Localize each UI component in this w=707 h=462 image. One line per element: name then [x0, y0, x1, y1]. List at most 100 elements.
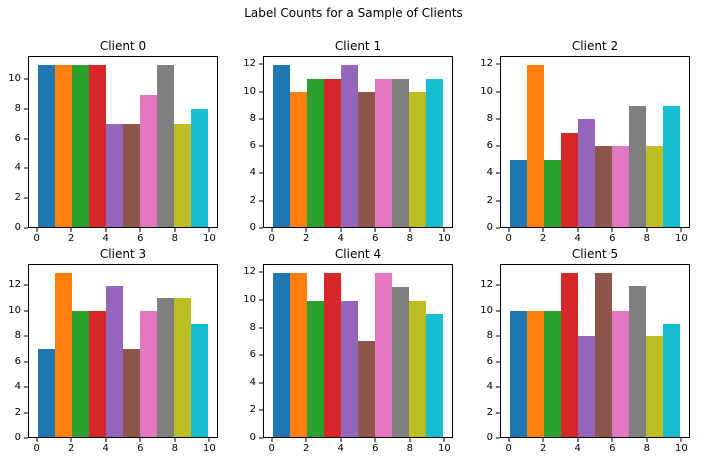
- x-tick-mark: [443, 228, 445, 232]
- x-tick-label: 2: [302, 443, 310, 454]
- y-tick-mark: [259, 409, 263, 411]
- y-tick-label: 10: [243, 85, 256, 97]
- x-tick-mark: [646, 438, 648, 442]
- y-tick-label: 10: [480, 304, 493, 316]
- subplot-title: Client 4: [334, 247, 382, 261]
- bar-label-4: [105, 285, 123, 437]
- bar-label-8: [646, 146, 664, 227]
- x-tick-mark: [611, 438, 613, 442]
- bar-label-9: [426, 78, 444, 227]
- bar-label-7: [392, 78, 410, 227]
- y-tick-mark: [496, 386, 500, 388]
- bar-label-8: [409, 92, 427, 227]
- y-tick-label: 2: [486, 194, 493, 206]
- bar-label-5: [358, 92, 376, 227]
- bar-label-4: [340, 65, 358, 227]
- bar-label-4: [105, 123, 123, 227]
- y-tick-mark: [259, 227, 263, 229]
- x-tick-mark: [508, 228, 510, 232]
- x-tick-label: 0: [33, 233, 40, 244]
- bar-label-1: [289, 92, 307, 227]
- bar-label-6: [612, 311, 630, 437]
- y-tick-label: 2: [14, 406, 21, 418]
- x-tick-label: 8: [643, 233, 650, 244]
- x-tick-mark: [105, 228, 107, 232]
- subplot-title: Client 0: [99, 39, 147, 53]
- bar-label-7: [629, 105, 647, 227]
- x-tick-mark: [374, 228, 376, 232]
- y-tick-label: 10: [8, 304, 21, 316]
- x-tick-mark: [340, 438, 342, 442]
- y-tick-mark: [496, 335, 500, 337]
- bar-label-9: [191, 109, 209, 227]
- y-tick-label: 4: [14, 162, 21, 174]
- bar-label-0: [272, 273, 290, 437]
- y-tick-mark: [24, 284, 28, 286]
- y-tick-label: 0: [14, 432, 21, 443]
- y-tick-mark: [259, 327, 263, 329]
- bar-label-5: [123, 123, 141, 227]
- subplot-client-1: Client 1 0 2 4 6 8 10 12 0 2 4 6 8 10: [243, 39, 453, 244]
- y-tick-label: 10: [480, 85, 493, 97]
- bar-label-4: [577, 119, 595, 227]
- x-tick-label: 0: [268, 443, 275, 454]
- y-tick-mark: [259, 437, 263, 439]
- bar-label-1: [289, 273, 307, 437]
- y-tick-mark: [496, 200, 500, 202]
- x-tick-mark: [305, 228, 307, 232]
- y-tick-label: 6: [486, 355, 493, 367]
- y-tick-mark: [259, 271, 263, 273]
- y-tick-mark: [496, 412, 500, 414]
- subplot-client-5: Client 5 0 2 4 6 8 10 12 0 2 4 6 8 10: [480, 247, 690, 454]
- bar-label-3: [88, 311, 106, 437]
- y-tick-mark: [259, 382, 263, 384]
- y-tick-label: 2: [14, 192, 21, 204]
- x-tick-mark: [305, 438, 307, 442]
- bar-label-9: [191, 323, 209, 437]
- y-tick-mark: [496, 227, 500, 229]
- x-tick-mark: [680, 228, 682, 232]
- bar-label-1: [54, 273, 72, 437]
- y-tick-mark: [496, 145, 500, 147]
- x-tick-label: 4: [337, 233, 344, 244]
- x-tick-mark: [174, 438, 176, 442]
- y-tick-mark: [24, 386, 28, 388]
- bar-label-2: [543, 159, 561, 227]
- y-tick-label: 8: [486, 112, 493, 124]
- x-tick-mark: [374, 438, 376, 442]
- bar-label-8: [646, 336, 664, 437]
- y-tick-label: 8: [249, 321, 256, 333]
- bar-label-5: [358, 341, 376, 437]
- x-tick-label: 4: [337, 443, 344, 454]
- x-tick-label: 6: [609, 443, 616, 454]
- x-tick-mark: [70, 228, 72, 232]
- x-tick-label: 8: [171, 443, 178, 454]
- y-tick-mark: [259, 200, 263, 202]
- bar-label-3: [88, 65, 106, 227]
- y-tick-label: 6: [14, 132, 21, 144]
- x-tick-label: 4: [574, 443, 581, 454]
- x-tick-label: 4: [102, 443, 109, 454]
- x-tick-label: 2: [302, 233, 310, 244]
- bar-label-2: [71, 311, 89, 437]
- y-tick-label: 6: [249, 349, 256, 361]
- y-tick-mark: [259, 299, 263, 301]
- x-tick-label: 6: [137, 443, 144, 454]
- bar-label-3: [560, 273, 578, 437]
- x-tick-label: 10: [202, 233, 216, 244]
- y-tick-label: 2: [486, 406, 493, 418]
- bar-label-5: [595, 273, 613, 437]
- y-tick-label: 2: [249, 194, 256, 206]
- x-tick-mark: [542, 438, 544, 442]
- bar-label-8: [174, 123, 192, 227]
- subplot-title: Client 1: [334, 39, 382, 53]
- bar-label-4: [340, 300, 358, 437]
- plot-area: [500, 264, 690, 438]
- y-tick-mark: [24, 310, 28, 312]
- x-tick-mark: [409, 438, 411, 442]
- y-tick-label: 12: [8, 279, 21, 291]
- x-tick-mark: [577, 228, 579, 232]
- bar-label-1: [526, 311, 544, 437]
- y-tick-label: 8: [486, 330, 493, 342]
- y-tick-label: 12: [480, 279, 493, 291]
